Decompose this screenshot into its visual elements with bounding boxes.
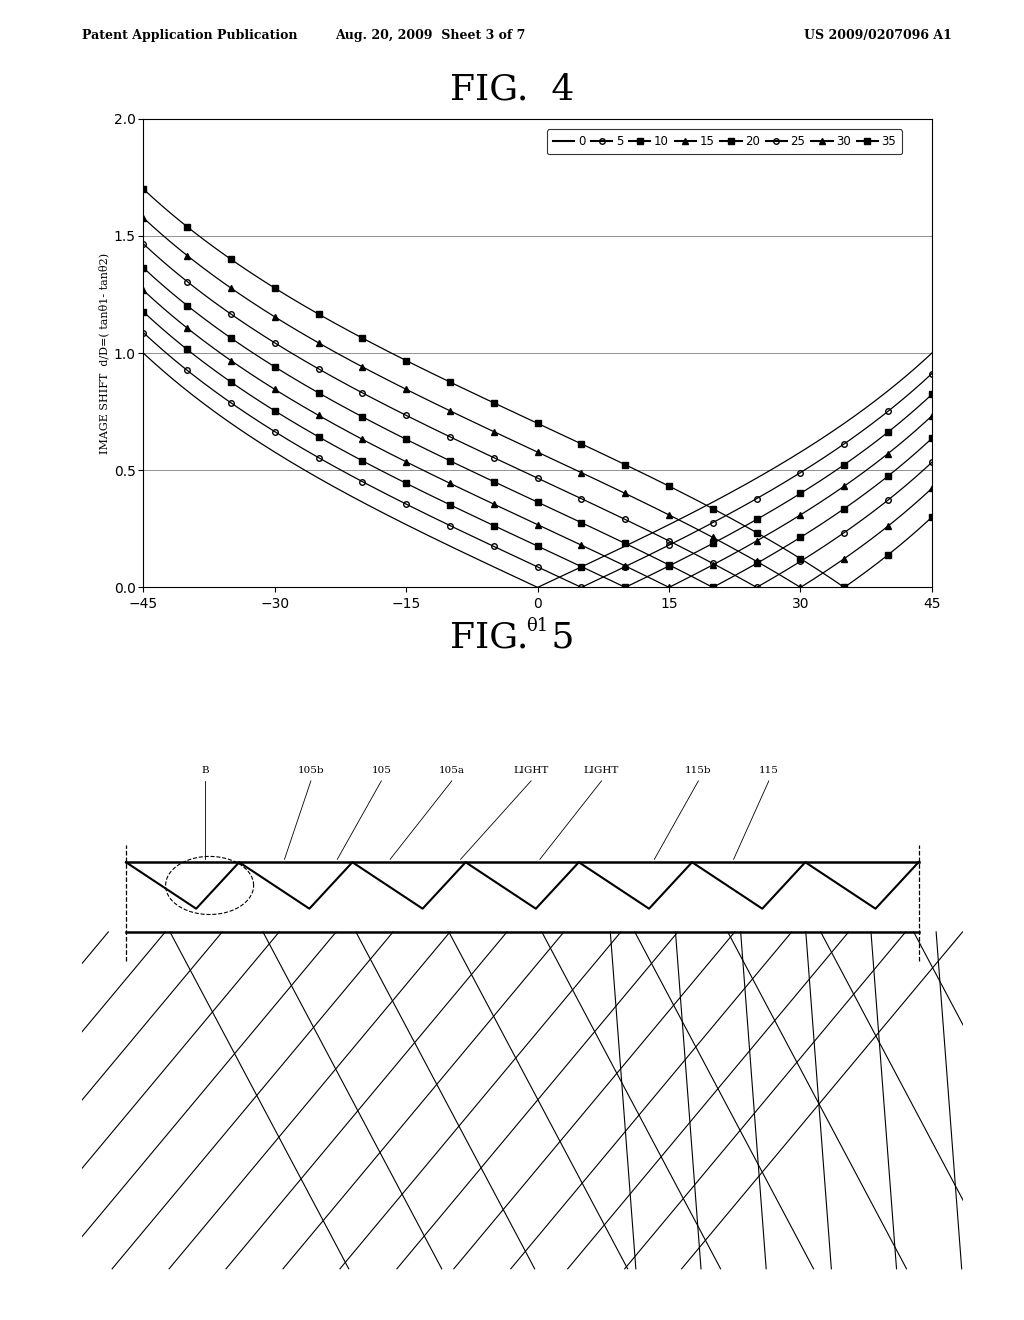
Text: Patent Application Publication: Patent Application Publication [82,29,297,42]
Text: LIGHT: LIGHT [584,766,620,775]
Text: 105: 105 [372,766,391,775]
Text: US 2009/0207096 A1: US 2009/0207096 A1 [805,29,952,42]
Text: 105b: 105b [298,766,325,775]
Text: 115b: 115b [685,766,712,775]
Text: LIGHT: LIGHT [513,766,549,775]
Legend: 0, 5, 10, 15, 20, 25, 30, 35: 0, 5, 10, 15, 20, 25, 30, 35 [547,129,902,154]
X-axis label: θ1: θ1 [526,616,549,635]
Y-axis label: IMAGE SHIFT  d/D=( tanθ1- tanθ2): IMAGE SHIFT d/D=( tanθ1- tanθ2) [98,252,110,454]
Text: B: B [202,766,209,775]
Text: 105a: 105a [439,766,465,775]
Text: 115: 115 [759,766,779,775]
Text: FIG.  5: FIG. 5 [450,620,574,655]
Text: Aug. 20, 2009  Sheet 3 of 7: Aug. 20, 2009 Sheet 3 of 7 [335,29,525,42]
Text: FIG.  4: FIG. 4 [450,73,574,107]
